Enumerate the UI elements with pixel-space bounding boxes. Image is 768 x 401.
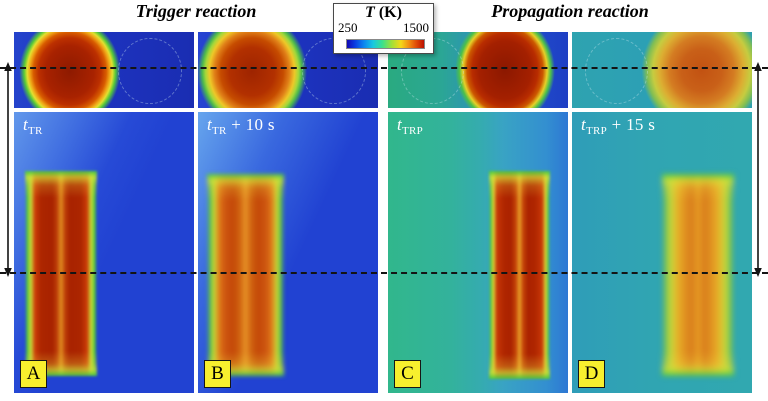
time-suffix: + 15 s [607, 115, 656, 134]
panel-d-time-label: tTRP + 15 s [581, 115, 655, 137]
header-trigger-reaction: Trigger reaction [135, 1, 257, 21]
colorbar-title: T (K) [334, 4, 433, 22]
colorbar-min-label: 250 [338, 20, 358, 35]
left-span-arrow [4, 62, 12, 277]
panel-d-badge: D [578, 360, 605, 388]
panel-d-ghost-cell-outline [584, 38, 648, 104]
time-subscript: TR [28, 125, 43, 137]
colorbar-title-unit: (K) [378, 4, 402, 21]
panel-a-time-label: tTR [23, 115, 43, 137]
panel-c-time-label: tTRP [397, 115, 423, 137]
panel-a-badge: A [20, 360, 47, 388]
time-suffix: + 10 s [226, 115, 275, 134]
panel-a-top-view [14, 32, 194, 108]
panel-b-badge: B [204, 360, 231, 388]
panel-b-top-view [198, 32, 378, 108]
time-subscript: TRP [586, 125, 608, 137]
colorbar-max-label: 1500 [403, 20, 429, 35]
colorbar-legend: T (K) 250 1500 [333, 3, 434, 54]
right-span-arrow [754, 62, 762, 277]
panel-c-hot-cells [488, 171, 551, 379]
panel-b-time-label: tTR + 10 s [207, 115, 275, 137]
colorbar-ticks: 250 1500 [338, 20, 429, 36]
panel-d-front-view: tTRP + 15 s D [572, 112, 752, 393]
time-symbol: t [397, 115, 403, 134]
panel-b-front-view: tTR + 10 s B [198, 112, 378, 393]
time-symbol: t [581, 115, 587, 134]
time-symbol: t [23, 115, 29, 134]
time-subscript: TR [212, 125, 227, 137]
panel-c-badge: C [394, 360, 421, 388]
panel-d-hot-cells [662, 173, 734, 377]
panel-c-front-view: tTRP C [388, 112, 568, 393]
colorbar-gradient [346, 39, 425, 49]
time-symbol: t [207, 115, 213, 134]
panel-a-ghost-cell-outline [118, 38, 182, 104]
panel-d-top-view [572, 32, 752, 108]
panel-a-front-view: tTR A [14, 112, 194, 393]
colorbar-title-symbol: T [365, 4, 375, 21]
section-line-front-views [0, 272, 768, 274]
header-propagation-reaction: Propagation reaction [491, 1, 649, 21]
time-subscript: TRP [402, 125, 424, 137]
panel-b-hot-cells [207, 173, 285, 377]
section-line-top-views [0, 67, 768, 69]
